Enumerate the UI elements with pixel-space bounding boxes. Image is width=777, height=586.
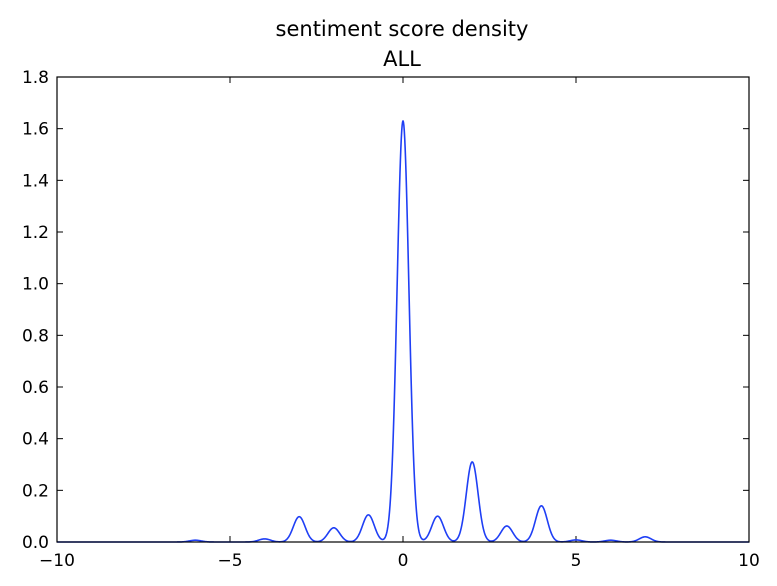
- chart-title: sentiment score density: [276, 17, 529, 41]
- x-tick-label: 5: [571, 551, 582, 571]
- y-tick-label: 0.2: [22, 481, 49, 501]
- axis-tick-labels: −10 −5 0 5 10 0.0 0.2 0.4 0.6 0.8 1.0 1.2 1.4 1.6 1.8: [22, 68, 760, 571]
- y-tick-label: 1.8: [22, 68, 49, 88]
- plot-frame: [56, 76, 750, 543]
- density-curve: [56, 120, 750, 543]
- y-tick-label: 1.0: [22, 275, 49, 295]
- y-tick-label: 0.4: [22, 430, 49, 450]
- y-tick-label: 1.6: [22, 120, 49, 140]
- x-tick-label: 10: [738, 551, 760, 571]
- chart-subtitle: ALL: [383, 47, 421, 71]
- y-tick-label: 0.8: [22, 326, 49, 346]
- y-tick-label: 0.6: [22, 378, 49, 398]
- axis-ticks: [56, 76, 750, 543]
- y-tick-label: 1.4: [22, 171, 49, 191]
- y-tick-label: 1.2: [22, 223, 49, 243]
- y-tick-label: 0.0: [22, 533, 49, 553]
- x-tick-label: −10: [39, 551, 75, 571]
- x-tick-label: −5: [217, 551, 242, 571]
- x-tick-label: 0: [398, 551, 409, 571]
